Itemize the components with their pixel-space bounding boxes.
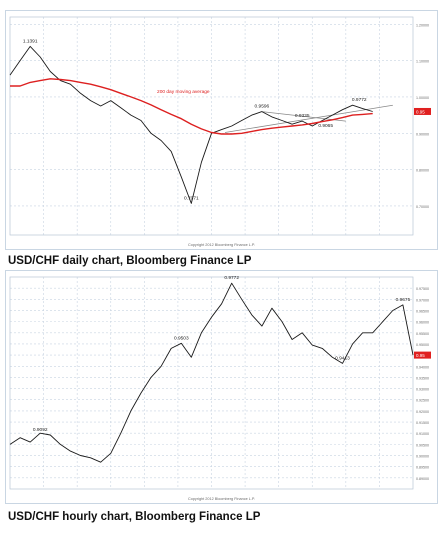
data-label: 0.7071 (184, 195, 199, 201)
y-tick-label: 0.90500 (416, 443, 429, 447)
y-tick-label: 0.92000 (416, 410, 429, 414)
data-label: 0.9772 (352, 97, 367, 103)
last-value-marker (414, 107, 431, 115)
data-label: 0.9335 (295, 113, 310, 119)
data-label: 0.9092 (33, 427, 48, 433)
y-tick-label: 0.90000 (416, 455, 429, 459)
y-tick-label: 0.94000 (416, 365, 429, 369)
data-label: 0.9503 (174, 335, 189, 341)
y-tick-label: 0.95500 (416, 332, 429, 336)
y-tick-label: 0.96500 (416, 309, 429, 313)
price-line (9, 282, 414, 463)
data-label: 1.1391 (23, 38, 38, 44)
data-label: 0.9772 (224, 275, 239, 281)
chart-footer: Copyright 2012 Bloomberg Finance L.P. (188, 243, 255, 247)
y-tick-label: 0.97000 (416, 298, 429, 302)
chart-footer: Copyright 2012 Bloomberg Finance L.P. (188, 497, 255, 501)
daily-chart-svg: 1.20000 1.10000 1.00000 0.90000 0.80000 0.700… (9, 16, 431, 247)
hourly-chart-panel: 0.97500 0.97000 0.96500 0.96000 0.95500 0.950… (5, 270, 438, 504)
y-tick-label: 1.00000 (416, 96, 429, 100)
y-tick-label: 0.91500 (416, 421, 429, 425)
hourly-chart-caption: USD/CHF hourly chart, Bloomberg Finance … (8, 511, 261, 523)
y-tick-label: 0.91000 (416, 432, 429, 436)
y-tick-label: 0.95000 (416, 343, 429, 347)
moving-average-line (10, 78, 373, 135)
y-tick-label: 1.20000 (416, 23, 429, 27)
data-label: 0.9596 (255, 104, 270, 110)
y-tick-label: 0.80000 (416, 169, 429, 173)
trendline (224, 104, 393, 133)
last-value-text: 0.95 (416, 109, 425, 114)
plot-frame (9, 276, 414, 490)
y-tick-label: 0.93500 (416, 376, 429, 380)
y-tick-label: 0.70000 (416, 205, 429, 209)
data-label: 200 day moving average (157, 89, 210, 95)
daily-chart-caption: USD/CHF daily chart, Bloomberg Finance L… (8, 255, 252, 267)
data-label: 0.9413 (335, 355, 350, 361)
y-tick-label: 0.96000 (416, 321, 429, 325)
y-tick-label: 0.97500 (416, 287, 429, 291)
y-tick-label: 0.93000 (416, 388, 429, 392)
y-tick-label: 0.89000 (416, 477, 429, 481)
last-value-marker (414, 351, 431, 359)
data-label: 0.9675 (396, 297, 411, 303)
y-tick-label: 0.92500 (416, 399, 429, 403)
data-label: 0.9065 (318, 123, 333, 129)
last-value-text: 0.95 (416, 353, 425, 358)
hourly-chart-svg: 0.975000.970000.965000.960000.955000.950… (9, 275, 431, 501)
price-line (9, 45, 373, 204)
y-tick-label: 1.10000 (416, 60, 429, 64)
plot-frame (9, 16, 414, 236)
y-tick-label: 0.89500 (416, 466, 429, 470)
y-tick-label: 0.90000 (416, 132, 429, 136)
daily-chart-panel: 1.20000 1.10000 1.00000 0.90000 0.80000 0.700… (5, 10, 438, 250)
